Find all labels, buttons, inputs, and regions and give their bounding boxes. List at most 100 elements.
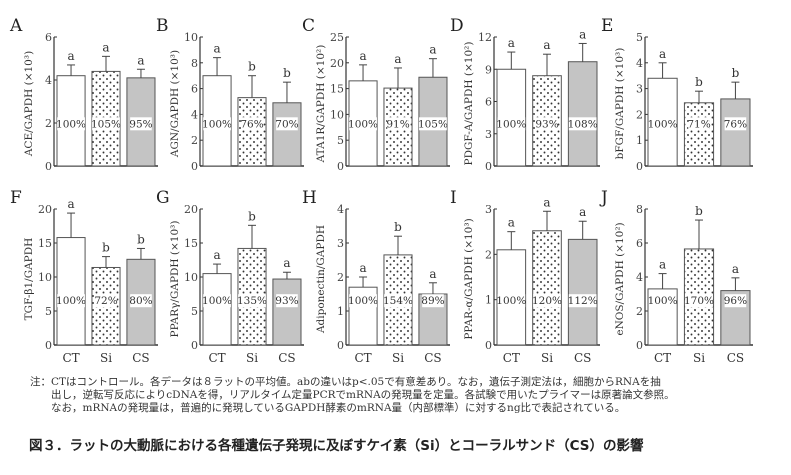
significance-letter: b xyxy=(283,66,291,80)
percent-label-bg xyxy=(685,294,713,308)
y-tick-label: 4 xyxy=(636,271,643,284)
percent-label: 100% xyxy=(648,295,678,307)
y-tick-label: 15 xyxy=(184,237,198,250)
percent-label: 170% xyxy=(684,295,714,307)
significance-letter: a xyxy=(67,197,74,211)
y-tick-label: 1 xyxy=(337,305,344,318)
x-category-label: CT xyxy=(208,351,225,365)
significance-letter: b xyxy=(248,209,256,223)
x-category-label: CT xyxy=(62,351,79,365)
panel-d: D PDGF-A/GAPDH (×10²) 0 3 6 9 12 a 100% a 93% a 108% xyxy=(450,16,600,173)
significance-letter: a xyxy=(508,216,515,230)
percent-label-bg xyxy=(241,117,263,131)
significance-letter: b xyxy=(102,241,110,255)
percent-label-bg xyxy=(92,117,120,131)
y-axis-label: Adiponectin/GAPDH xyxy=(315,225,327,334)
percent-label-bg xyxy=(349,294,377,308)
percent-label-bg xyxy=(203,294,231,308)
percent-label-bg xyxy=(276,117,298,131)
y-tick-label: 6 xyxy=(191,83,198,96)
x-category-label: CT xyxy=(503,351,520,365)
x-category-label: Si xyxy=(392,351,404,365)
significance-letter: a xyxy=(213,248,220,262)
y-axis-label: AGN/GAPDH (×10³) xyxy=(169,50,181,158)
percent-label: 91% xyxy=(386,118,409,130)
y-axis-label: PPAR-α/GAPDH (×10³) xyxy=(463,218,475,339)
significance-letter: a xyxy=(543,38,550,52)
panel-i: I PPAR-α/GAPDH (×10³) 0 1 2 3 a 100% CT a 120% Si a 1… xyxy=(450,188,600,365)
bar-si xyxy=(237,97,267,167)
percent-label: 105% xyxy=(91,118,121,130)
y-tick-label: 10 xyxy=(184,31,198,44)
bar-si xyxy=(683,102,715,167)
y-tick-label: 0 xyxy=(337,339,344,352)
y-tick-label: 2 xyxy=(337,271,344,284)
panel-f: F TGF-β1/GAPDH 0 5 10 15 20 a 100% CT b 72% Si b 80% CS xyxy=(10,188,158,365)
y-tick-label: 0 xyxy=(337,160,344,173)
y-tick-label: 0 xyxy=(191,339,198,352)
y-tick-label: 10 xyxy=(330,108,344,121)
percent-label: 154% xyxy=(383,295,413,307)
significance-letter: a xyxy=(213,42,220,56)
significance-letter: b xyxy=(695,204,703,218)
bar-cs xyxy=(272,278,302,346)
significance-letter: b xyxy=(394,220,402,234)
percent-label: 135% xyxy=(237,295,267,307)
y-tick-label: 3 xyxy=(337,237,344,250)
y-tick-label: 4 xyxy=(191,108,198,121)
figure-caption: 図３．ラットの大動脈における各種遺伝子発現に及ぼすケイ素（Si）とコーラルサンド… xyxy=(29,438,644,454)
significance-letter: a xyxy=(359,261,366,275)
percent-label: 108% xyxy=(568,118,598,130)
percent-label: 105% xyxy=(418,118,448,130)
y-tick-label: 9 xyxy=(485,63,492,76)
percent-label: 112% xyxy=(568,295,598,307)
x-category-label: CS xyxy=(727,351,744,365)
percent-label: 72% xyxy=(94,295,117,307)
percent-label-bg xyxy=(130,117,152,131)
y-tick-label: 1 xyxy=(485,294,492,307)
y-tick-label: 3 xyxy=(485,128,492,141)
panel-letter: E xyxy=(601,16,613,36)
percent-label-bg xyxy=(688,117,710,131)
panel-letter: C xyxy=(302,16,315,36)
x-category-label: CS xyxy=(132,351,149,365)
x-category-label: Si xyxy=(693,351,705,365)
y-tick-label: 5 xyxy=(191,305,198,318)
percent-label-bg xyxy=(497,117,526,131)
significance-letter: a xyxy=(508,36,515,50)
y-tick-label: 0 xyxy=(191,160,198,173)
y-axis-label: ATA1R/GAPDH (×10²) xyxy=(315,45,327,164)
percent-label: 93% xyxy=(535,118,558,130)
panel-letter: B xyxy=(156,16,169,36)
y-tick-label: 25 xyxy=(330,31,344,44)
y-tick-label: 4 xyxy=(636,57,643,70)
note-line-3: なお，mRNAの発現量は，普遍的に発現しているGAPDH酵素のmRNA量（内部標… xyxy=(30,402,626,414)
percent-label: 70% xyxy=(275,118,298,130)
y-tick-label: 20 xyxy=(38,203,52,216)
y-tick-label: 4 xyxy=(337,203,344,216)
bar-si xyxy=(532,230,562,346)
bar-cs xyxy=(567,238,598,346)
x-category-label: Si xyxy=(541,351,553,365)
panel-b: B AGN/GAPDH (×10³) 0 2 4 6 8 10 a 100% b 76% b 70% xyxy=(156,16,304,173)
y-tick-label: 5 xyxy=(45,305,52,318)
y-tick-label: 10 xyxy=(184,271,198,284)
percent-label-bg xyxy=(57,294,85,308)
percent-label: 100% xyxy=(348,118,378,130)
percent-label-bg xyxy=(349,117,377,131)
significance-letter: a xyxy=(429,43,436,57)
y-tick-label: 2 xyxy=(485,248,492,261)
bar-cs xyxy=(272,102,302,167)
y-tick-label: 1 xyxy=(636,134,643,147)
y-tick-label: 10 xyxy=(38,271,52,284)
x-category-label: Si xyxy=(246,351,258,365)
percent-label: 100% xyxy=(56,118,86,130)
y-tick-label: 4 xyxy=(45,74,52,87)
y-tick-label: 0 xyxy=(636,339,643,352)
panel-letter: D xyxy=(450,16,464,36)
significance-letter: a xyxy=(543,195,550,209)
percent-label-bg xyxy=(648,117,677,131)
y-tick-label: 2 xyxy=(45,117,52,130)
